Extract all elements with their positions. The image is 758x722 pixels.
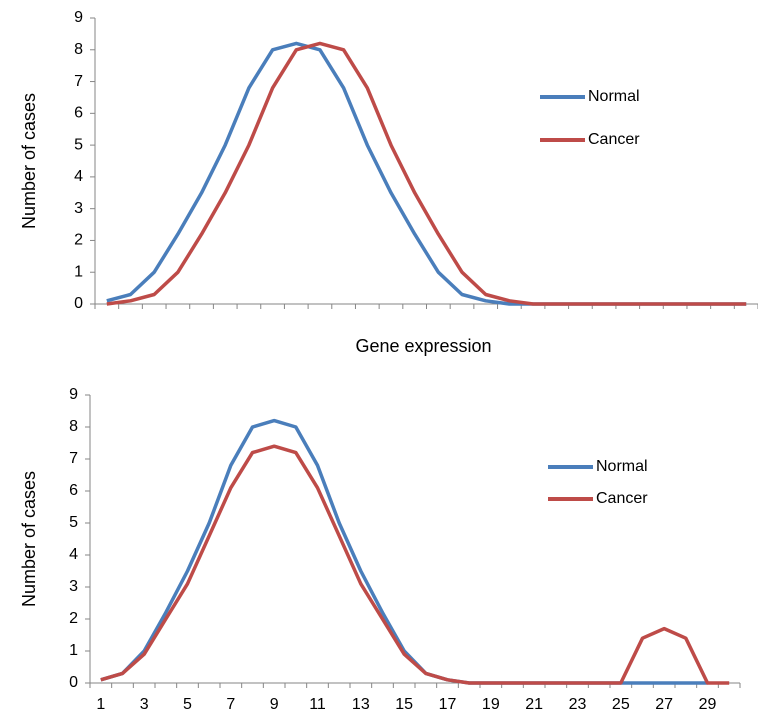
y-tick-label: 8 (74, 41, 83, 58)
x-tick-label: 9 (270, 696, 279, 713)
y-tick-label: 4 (69, 546, 78, 563)
x-tick-label: 5 (183, 696, 192, 713)
y-tick-label: 9 (74, 9, 83, 26)
y-tick-label: 3 (74, 200, 83, 217)
y-tick-label: 5 (69, 514, 78, 531)
y-tick-label: 9 (69, 386, 78, 403)
x-tick-label: 7 (226, 696, 235, 713)
y-tick-label: 7 (74, 73, 83, 90)
legend-label: Normal (588, 88, 640, 105)
x-tick-label: 27 (655, 696, 673, 713)
x-tick-label: 19 (482, 696, 500, 713)
y-tick-label: 4 (74, 168, 83, 185)
x-axis-label: Gene expression (355, 336, 491, 356)
x-tick-label: 23 (569, 696, 587, 713)
x-tick-label: 3 (140, 696, 149, 713)
y-axis-label: Number of cases (19, 471, 39, 607)
y-tick-label: 0 (69, 674, 78, 691)
y-tick-label: 1 (69, 642, 78, 659)
y-tick-label: 6 (74, 105, 83, 122)
y-tick-label: 8 (69, 418, 78, 435)
y-tick-label: 2 (69, 610, 78, 627)
legend-label: Cancer (596, 490, 648, 507)
y-tick-label: 1 (74, 263, 83, 280)
data-line (100, 444, 730, 685)
x-tick-label: 25 (612, 696, 630, 713)
y-tick-label: 0 (74, 295, 83, 312)
x-tick-label: 13 (352, 696, 370, 713)
x-tick-label: 21 (525, 696, 543, 713)
y-tick-label: 5 (74, 136, 83, 153)
x-tick-label: 29 (699, 696, 717, 713)
y-tick-label: 3 (69, 578, 78, 595)
legend-label: Normal (596, 458, 648, 475)
x-tick-label: 17 (439, 696, 457, 713)
legend-label: Cancer (588, 131, 640, 148)
y-tick-label: 7 (69, 450, 78, 467)
x-tick-label: 1 (96, 696, 105, 713)
y-axis-label: Number of cases (19, 93, 39, 229)
y-tick-label: 2 (74, 232, 83, 249)
data-line (106, 41, 747, 306)
x-tick-label: 15 (395, 696, 413, 713)
x-tick-label: 11 (309, 696, 326, 713)
y-tick-label: 6 (69, 482, 78, 499)
data-line (106, 41, 747, 306)
